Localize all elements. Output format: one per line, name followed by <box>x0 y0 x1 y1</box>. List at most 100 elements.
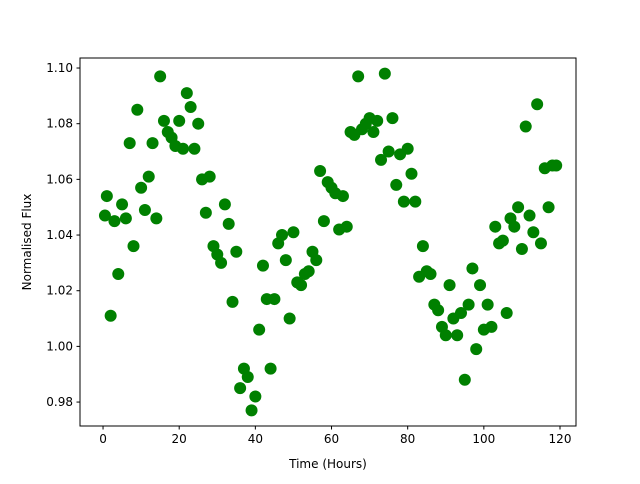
data-point <box>378 67 391 80</box>
x-tick-label: 40 <box>248 432 263 446</box>
data-point <box>150 212 163 225</box>
data-point <box>287 226 300 239</box>
x-tick-label: 80 <box>400 432 415 446</box>
y-tick-label: 1.06 <box>46 172 73 186</box>
data-point <box>451 329 464 342</box>
data-point <box>157 114 170 127</box>
x-tick-label: 120 <box>549 432 572 446</box>
data-point <box>203 170 216 183</box>
y-tick-label: 1.04 <box>46 228 73 242</box>
x-axis-label: Time (Hours) <box>288 457 367 471</box>
data-point <box>485 320 498 333</box>
y-tick-label: 1.08 <box>46 117 73 131</box>
data-point <box>352 70 365 83</box>
axes-frame <box>79 57 577 427</box>
data-point <box>234 382 247 395</box>
data-point <box>386 112 399 125</box>
data-point <box>230 245 243 258</box>
data-point <box>489 220 502 233</box>
data-point <box>454 306 467 319</box>
data-point <box>245 404 258 417</box>
data-point <box>180 87 193 100</box>
data-point <box>458 373 471 386</box>
data-point <box>127 240 140 253</box>
data-point <box>397 195 410 208</box>
y-axis: 0.98 1.00 1.02 1.04 1.06 1.08 1.10 <box>46 61 80 409</box>
data-points <box>98 67 563 417</box>
y-tick-label: 1.02 <box>46 284 73 298</box>
data-point <box>135 181 148 194</box>
data-point <box>192 117 205 130</box>
data-point <box>515 242 528 255</box>
data-point <box>241 371 254 384</box>
data-point <box>177 142 190 155</box>
data-point <box>367 126 380 139</box>
y-tick-label: 1.10 <box>46 61 73 75</box>
data-point <box>496 234 509 247</box>
data-point <box>188 142 201 155</box>
data-point <box>508 220 521 233</box>
data-point <box>317 215 330 228</box>
x-axis: 0 20 40 60 80 100 120 <box>99 426 571 446</box>
data-point <box>226 295 239 308</box>
data-point <box>500 306 513 319</box>
data-point <box>98 209 111 222</box>
data-point <box>523 209 536 222</box>
data-point <box>131 103 144 116</box>
data-point <box>264 362 277 375</box>
data-point <box>371 114 384 127</box>
data-point <box>249 390 262 403</box>
x-tick-label: 20 <box>172 432 187 446</box>
data-point <box>184 100 197 113</box>
data-point <box>474 279 487 292</box>
data-point <box>279 254 292 267</box>
data-point <box>409 195 422 208</box>
data-point <box>112 268 125 281</box>
data-point <box>222 217 235 230</box>
y-axis-label: Normalised Flux <box>20 194 34 291</box>
data-point <box>401 142 414 155</box>
y-tick-label: 0.98 <box>46 395 73 409</box>
data-point <box>375 153 388 166</box>
data-point <box>138 203 151 216</box>
data-point <box>531 98 544 111</box>
data-point <box>527 226 540 239</box>
data-point <box>432 304 445 317</box>
data-point <box>295 279 308 292</box>
data-point <box>100 190 113 203</box>
data-point <box>534 237 547 250</box>
data-point <box>146 137 159 150</box>
data-point <box>256 259 269 272</box>
x-tick-label: 60 <box>324 432 339 446</box>
data-point <box>276 229 289 242</box>
data-point <box>215 256 228 269</box>
data-point <box>466 262 479 275</box>
data-point <box>314 165 327 178</box>
data-point <box>123 137 136 150</box>
data-point <box>310 254 323 267</box>
data-point <box>116 198 129 211</box>
data-point <box>416 240 429 253</box>
data-point <box>519 120 532 133</box>
data-point <box>302 265 315 278</box>
data-point <box>405 167 418 180</box>
data-point <box>542 201 555 214</box>
data-point <box>382 145 395 158</box>
data-point <box>283 312 296 325</box>
data-point <box>336 190 349 203</box>
y-tick-label: 1.00 <box>46 339 73 353</box>
data-point <box>550 159 563 172</box>
data-point <box>340 220 353 233</box>
data-point <box>481 298 494 311</box>
data-point <box>512 201 525 214</box>
data-point <box>173 114 186 127</box>
data-point <box>218 198 231 211</box>
x-tick-label: 0 <box>99 432 107 446</box>
data-point <box>199 206 212 219</box>
data-point <box>119 212 132 225</box>
data-point <box>154 70 167 83</box>
data-point <box>462 298 475 311</box>
data-point <box>142 170 155 183</box>
data-point <box>268 293 281 306</box>
